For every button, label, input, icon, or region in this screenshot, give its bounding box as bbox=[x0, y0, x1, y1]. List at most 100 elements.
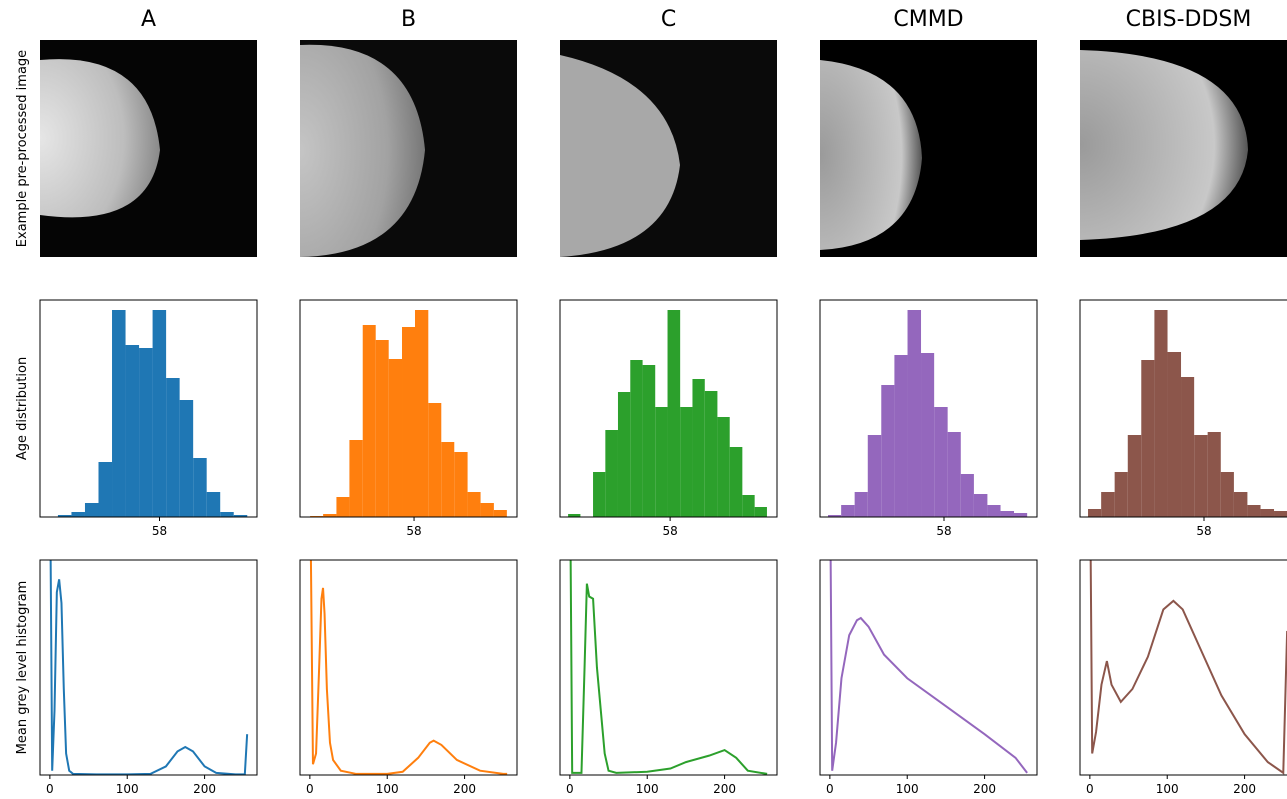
bar bbox=[1141, 360, 1154, 517]
x-tick-label: 58 bbox=[1196, 524, 1211, 538]
column-title: CMMD bbox=[893, 7, 963, 32]
x-tick-label: 0 bbox=[566, 782, 574, 796]
bar bbox=[934, 407, 947, 517]
x-tick-label: 0 bbox=[1086, 782, 1094, 796]
bar bbox=[755, 507, 767, 517]
row-label: Age distribution bbox=[15, 357, 30, 460]
bar bbox=[948, 432, 961, 517]
column-title: CBIS-DDSM bbox=[1126, 7, 1252, 32]
bar bbox=[98, 462, 112, 517]
bar bbox=[987, 505, 1000, 517]
bar bbox=[1194, 435, 1207, 517]
figure: ABCCMMDCBIS-DDSMExample pre-processed im… bbox=[0, 0, 1287, 799]
x-tick-label: 100 bbox=[1156, 782, 1179, 796]
bar bbox=[1168, 352, 1181, 517]
bar bbox=[494, 510, 507, 517]
bar bbox=[921, 353, 934, 517]
bar bbox=[1274, 511, 1287, 517]
bar bbox=[454, 452, 467, 517]
x-tick-label: 200 bbox=[973, 782, 996, 796]
axes-frame bbox=[560, 560, 777, 775]
x-tick-label: 100 bbox=[636, 782, 659, 796]
x-tick-label: 0 bbox=[46, 782, 54, 796]
bar bbox=[655, 407, 667, 517]
bar bbox=[415, 310, 428, 517]
bar bbox=[441, 442, 454, 517]
bar bbox=[402, 327, 415, 517]
axes-frame bbox=[820, 560, 1037, 775]
bar bbox=[961, 474, 974, 517]
axes-frame bbox=[300, 560, 517, 775]
bar bbox=[207, 492, 221, 517]
bar bbox=[1128, 435, 1141, 517]
bar bbox=[593, 472, 605, 517]
bar bbox=[692, 379, 704, 517]
bar bbox=[1088, 509, 1101, 517]
bar bbox=[468, 492, 481, 517]
bar bbox=[618, 392, 630, 517]
bar bbox=[705, 391, 718, 517]
column-title: C bbox=[661, 7, 676, 32]
bar bbox=[894, 355, 907, 517]
x-tick-label: 200 bbox=[713, 782, 736, 796]
bar bbox=[630, 360, 642, 517]
bar bbox=[855, 492, 868, 517]
bar bbox=[908, 310, 921, 517]
bar bbox=[376, 340, 389, 517]
bar bbox=[668, 310, 681, 517]
bar bbox=[605, 430, 618, 517]
bar bbox=[1001, 511, 1014, 517]
bar bbox=[193, 458, 207, 517]
bar bbox=[71, 512, 85, 517]
x-tick-label: 58 bbox=[406, 524, 421, 538]
x-tick-label: 200 bbox=[1233, 782, 1256, 796]
bar bbox=[112, 310, 126, 517]
bar bbox=[868, 435, 881, 517]
column-title: A bbox=[141, 7, 156, 32]
bar bbox=[363, 325, 376, 517]
bar bbox=[1261, 509, 1274, 517]
bar bbox=[389, 359, 402, 517]
bar bbox=[730, 447, 743, 517]
bar bbox=[841, 505, 854, 517]
bar bbox=[1115, 472, 1128, 517]
bar bbox=[336, 497, 349, 517]
bar bbox=[1221, 472, 1234, 517]
x-tick-label: 58 bbox=[936, 524, 951, 538]
bar bbox=[481, 503, 494, 517]
bar bbox=[428, 403, 441, 517]
bar bbox=[166, 378, 180, 517]
x-tick-label: 58 bbox=[152, 524, 167, 538]
bar bbox=[1181, 377, 1194, 517]
x-tick-label: 100 bbox=[116, 782, 139, 796]
axes-frame bbox=[40, 560, 257, 775]
x-tick-label: 58 bbox=[662, 524, 677, 538]
example-images bbox=[40, 40, 1287, 257]
bar bbox=[1101, 492, 1114, 517]
x-tick-label: 200 bbox=[193, 782, 216, 796]
bar bbox=[974, 494, 987, 517]
bar bbox=[680, 407, 692, 517]
bar bbox=[717, 417, 729, 517]
x-tick-label: 0 bbox=[306, 782, 314, 796]
column-title: B bbox=[401, 7, 416, 32]
bar bbox=[85, 503, 99, 517]
x-tick-label: 0 bbox=[826, 782, 834, 796]
x-tick-label: 100 bbox=[376, 782, 399, 796]
bar bbox=[1247, 505, 1260, 517]
row-label: Mean grey level histogram bbox=[15, 581, 30, 755]
bar bbox=[180, 400, 194, 517]
bar bbox=[349, 440, 362, 517]
bar bbox=[1154, 310, 1167, 517]
bar bbox=[220, 512, 234, 517]
bar bbox=[1234, 492, 1247, 517]
bar bbox=[126, 345, 140, 517]
x-tick-label: 100 bbox=[896, 782, 919, 796]
bar bbox=[153, 310, 167, 517]
axes-frame bbox=[1080, 560, 1287, 775]
x-tick-label: 200 bbox=[453, 782, 476, 796]
bar bbox=[643, 365, 656, 517]
bar bbox=[881, 385, 894, 517]
bar bbox=[1208, 432, 1221, 517]
bar bbox=[139, 348, 153, 517]
